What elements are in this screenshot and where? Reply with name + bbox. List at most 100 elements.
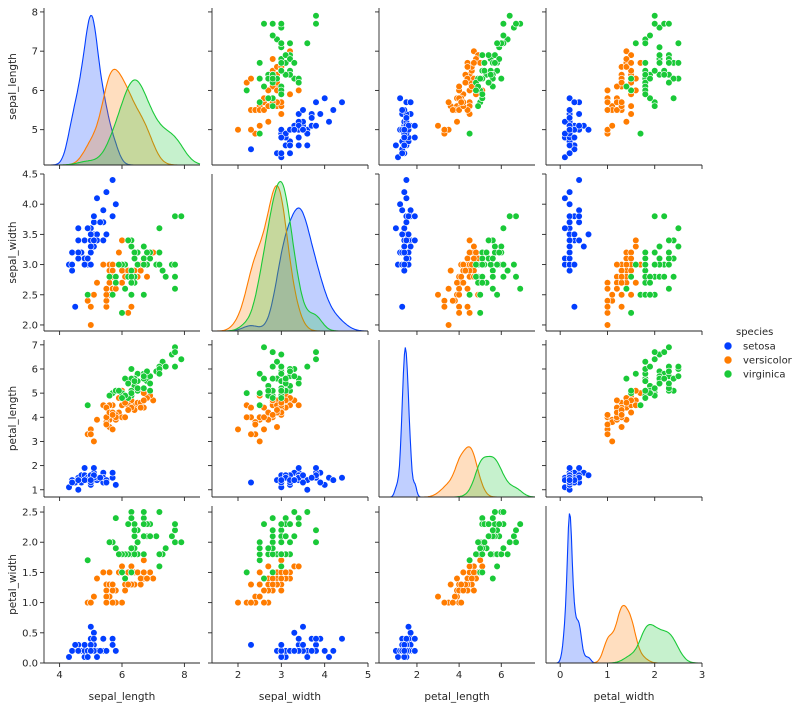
point-versicolor: [277, 110, 285, 118]
point-setosa: [404, 623, 413, 631]
point-versicolor: [234, 425, 242, 434]
point-setosa: [575, 236, 583, 244]
point-versicolor: [137, 267, 145, 275]
point-virginica: [295, 78, 303, 87]
point-setosa: [411, 236, 419, 244]
point-virginica: [105, 392, 114, 400]
point-setosa: [570, 303, 579, 311]
point-versicolor: [445, 321, 453, 329]
point-virginica: [665, 78, 673, 87]
point-versicolor: [121, 586, 129, 595]
point-versicolor: [622, 261, 631, 269]
point-versicolor: [260, 586, 268, 595]
point-virginica: [290, 372, 298, 380]
point-setosa: [90, 464, 98, 472]
point-virginica: [646, 363, 654, 371]
point-setosa: [400, 641, 408, 649]
point-virginica: [669, 273, 678, 281]
point-virginica: [115, 387, 123, 395]
point-setosa: [338, 474, 346, 482]
point-setosa: [565, 212, 574, 220]
point-virginica: [115, 550, 123, 558]
point-setosa: [299, 106, 307, 114]
point-virginica: [264, 544, 272, 552]
point-versicolor: [99, 261, 107, 269]
point-virginica: [269, 532, 277, 540]
point-virginica: [124, 379, 132, 388]
point-virginica: [134, 384, 142, 392]
point-setosa: [74, 647, 82, 655]
point-virginica: [466, 291, 474, 299]
point-versicolor: [627, 254, 635, 263]
point-versicolor: [453, 574, 461, 583]
point-virginica: [277, 59, 285, 67]
point-virginica: [146, 379, 154, 388]
point-versicolor: [455, 82, 463, 91]
point-virginica: [622, 375, 631, 383]
point-versicolor: [627, 59, 635, 67]
point-virginica: [168, 532, 176, 540]
point-virginica: [627, 309, 635, 317]
point-versicolor: [87, 321, 95, 329]
point-setosa: [71, 641, 79, 649]
point-virginica: [641, 377, 649, 385]
panel-sepal_length-vs-sepal_length: 5 6 7 8: [32, 7, 201, 169]
point-versicolor: [449, 106, 457, 114]
point-setosa: [102, 188, 110, 196]
point-versicolor: [260, 425, 268, 434]
point-versicolor: [273, 406, 281, 414]
point-versicolor: [247, 74, 255, 83]
point-setosa: [90, 218, 98, 226]
point-virginica: [121, 574, 129, 583]
point-versicolor: [617, 291, 626, 299]
point-virginica: [177, 538, 185, 546]
point-versicolor: [447, 580, 455, 589]
point-versicolor: [102, 303, 110, 311]
point-versicolor: [627, 110, 635, 118]
point-virginica: [155, 562, 163, 571]
point-virginica: [499, 508, 508, 516]
point-setosa: [87, 242, 95, 251]
point-setosa: [338, 635, 346, 643]
point-virginica: [641, 59, 649, 67]
point-versicolor: [264, 562, 272, 571]
y-tick-label: 3.5: [22, 230, 38, 241]
point-virginica: [646, 94, 654, 102]
kde-fill-virginica: [379, 456, 535, 497]
point-virginica: [651, 261, 659, 269]
point-versicolor: [256, 437, 264, 446]
point-setosa: [312, 464, 320, 472]
point-versicolor: [463, 303, 472, 311]
panel-sepal_width-vs-petal_width: [542, 173, 703, 335]
point-versicolor: [137, 574, 145, 583]
point-setosa: [68, 478, 76, 487]
point-virginica: [651, 102, 659, 110]
point-virginica: [504, 550, 512, 558]
point-setosa: [407, 629, 415, 637]
y-tick-label: 2.5: [22, 290, 38, 301]
point-setosa: [321, 647, 329, 655]
point-virginica: [112, 514, 120, 522]
y-tick-label: 2.0: [22, 538, 38, 549]
point-versicolor: [451, 592, 459, 601]
point-virginica: [84, 291, 92, 299]
point-versicolor: [603, 106, 612, 114]
point-virginica: [674, 39, 683, 47]
point-versicolor: [108, 411, 117, 419]
point-versicolor: [134, 568, 142, 577]
point-versicolor: [627, 102, 635, 110]
x-axis-label: sepal_length: [89, 691, 156, 703]
point-virginica: [646, 291, 654, 299]
point-virginica: [140, 291, 148, 299]
point-setosa: [295, 133, 303, 142]
y-tick-label: 3.0: [22, 260, 38, 271]
panel-petal_length-vs-petal_width: [542, 340, 703, 501]
point-virginica: [646, 31, 654, 40]
point-setosa: [308, 474, 316, 482]
y-tick-label: 1.0: [22, 598, 38, 609]
point-versicolor: [105, 568, 114, 577]
point-virginica: [472, 261, 480, 269]
y-tick-label: 7: [32, 47, 38, 58]
point-setosa: [277, 133, 285, 142]
point-virginica: [641, 39, 649, 47]
